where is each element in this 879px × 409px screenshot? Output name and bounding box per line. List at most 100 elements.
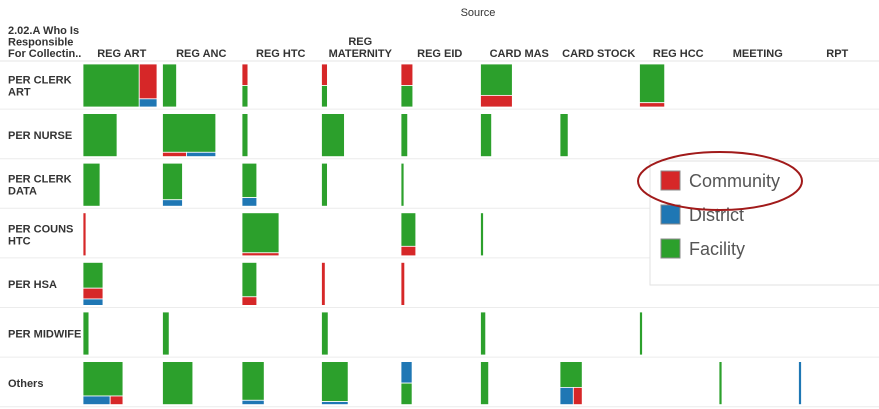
- highlight-ellipse: [637, 151, 803, 211]
- cell-per-nurse-reg-art: [82, 113, 118, 157]
- cell-per-nurse-reg-maternity: [321, 113, 345, 157]
- cell-others-reg-maternity: [321, 361, 349, 405]
- cell-per-clerk-art-reg-htc: [241, 63, 249, 108]
- column-header-reg-art: REG ART: [97, 48, 146, 60]
- cell-segment: [400, 162, 405, 207]
- cell-per-couns-htc-reg-eid: [400, 212, 417, 257]
- column-header-card-stock: CARD STOCK: [562, 48, 635, 60]
- column-header-rpt: RPT: [826, 48, 848, 60]
- cell-per-couns-htc-card-mas: [480, 212, 484, 257]
- cell-segment: [241, 113, 249, 157]
- cell-segment: [559, 386, 574, 405]
- cell-per-clerk-art-reg-anc: [162, 63, 177, 108]
- cell-per-nurse-reg-eid: [400, 113, 409, 157]
- legend-item-facility[interactable]: Facility: [660, 238, 745, 259]
- cell-segment: [480, 63, 513, 96]
- cell-per-midwife-reg-hcc: [639, 311, 643, 356]
- row-labels: PER CLERK ART PER NURSE PER CLERK DATA PER CO…: [8, 75, 81, 391]
- chart-title: Source: [461, 7, 496, 19]
- cell-per-clerk-data-reg-anc: [162, 162, 183, 207]
- column-header-reg-anc: REG ANC: [176, 48, 226, 60]
- column-header-reg-htc: REG HTC: [256, 48, 306, 60]
- legend-swatch-facility: [660, 238, 681, 259]
- cell-per-clerk-art-reg-maternity: [321, 63, 328, 108]
- cell-per-hsa-reg-art: [82, 261, 104, 306]
- cell-segment: [400, 361, 413, 384]
- cell-segment: [82, 63, 140, 108]
- row-label-per-couns-htc: PER COUNS HTC: [8, 223, 73, 247]
- cell-segment: [639, 63, 666, 104]
- chart-cells: [82, 63, 802, 406]
- cell-others-reg-anc: [162, 361, 194, 406]
- legend-label-facility: Facility: [689, 239, 745, 259]
- cell-segment: [82, 162, 101, 207]
- cell-segment: [321, 162, 328, 207]
- row-label-per-nurse: PER NURSE: [8, 130, 72, 142]
- cell-per-clerk-data-reg-maternity: [321, 162, 328, 207]
- row-label-per-midwife: PER MIDWIFE: [8, 329, 81, 341]
- cell-per-clerk-art-reg-hcc: [639, 63, 666, 108]
- cell-segment: [321, 401, 349, 405]
- cell-others-reg-htc: [241, 361, 265, 405]
- cell-segment: [400, 212, 417, 247]
- legend-item-community[interactable]: Community: [660, 170, 780, 191]
- cell-segment: [241, 361, 265, 401]
- cell-per-nurse-card-stock: [559, 113, 569, 157]
- cell-segment: [559, 113, 569, 157]
- cell-segment: [162, 162, 183, 201]
- row-label-others: Others: [8, 378, 43, 390]
- cell-per-midwife-reg-anc: [162, 311, 170, 356]
- cell-segment: [162, 361, 194, 406]
- cell-segment: [162, 311, 170, 356]
- cell-segment: [480, 311, 487, 356]
- legend-box: [649, 160, 879, 286]
- cell-segment: [400, 245, 417, 257]
- gridlines: [0, 60, 879, 408]
- cell-segment: [321, 113, 345, 157]
- cell-others-meeting: [718, 361, 723, 406]
- cell-segment: [162, 113, 217, 153]
- cell-per-midwife-reg-art: [82, 311, 90, 356]
- cell-segment: [82, 287, 104, 300]
- cell-per-couns-htc-reg-htc: [241, 212, 280, 257]
- cell-segment: [82, 261, 104, 289]
- cell-segment: [321, 361, 349, 402]
- legend[interactable]: Community District Facility: [637, 151, 879, 286]
- cell-segment: [82, 212, 87, 257]
- legend-label-community: Community: [689, 171, 780, 191]
- cell-per-hsa-reg-htc: [241, 261, 258, 306]
- cell-segment: [321, 85, 328, 108]
- cell-segment: [321, 311, 329, 356]
- row-label-per-clerk-data: PER CLERK DATA: [8, 174, 72, 198]
- cell-segment: [718, 361, 723, 406]
- cell-segment: [321, 63, 328, 86]
- cell-segment: [480, 361, 490, 406]
- column-header-card-mas: CARD MAS: [490, 48, 549, 60]
- cell-segment: [241, 85, 249, 108]
- cell-segment: [138, 63, 158, 100]
- cell-per-clerk-data-reg-art: [82, 162, 101, 207]
- cell-segment: [241, 399, 265, 405]
- row-label-per-clerk-art: PER CLERK ART: [8, 75, 72, 99]
- cell-others-reg-eid: [400, 361, 413, 406]
- cell-segment: [572, 386, 583, 405]
- cell-per-nurse-reg-htc: [241, 113, 249, 157]
- cell-segment: [138, 98, 158, 108]
- cell-segment: [82, 361, 124, 397]
- cell-segment: [480, 94, 513, 108]
- cell-segment: [162, 63, 177, 108]
- cell-segment: [639, 311, 643, 356]
- cell-segment: [241, 261, 258, 298]
- cell-segment: [400, 63, 414, 86]
- cell-segment: [241, 212, 280, 254]
- cell-segment: [186, 151, 217, 158]
- column-header-reg-eid: REG EID: [417, 48, 462, 60]
- cell-others-reg-art: [82, 361, 124, 406]
- cell-per-hsa-reg-eid: [400, 261, 406, 306]
- row-label-per-hsa: PER HSA: [8, 279, 57, 291]
- legend-item-district[interactable]: District: [660, 204, 744, 225]
- cell-segment: [162, 199, 183, 207]
- cell-per-clerk-data-reg-eid: [400, 162, 405, 207]
- cell-per-clerk-data-reg-htc: [241, 162, 258, 207]
